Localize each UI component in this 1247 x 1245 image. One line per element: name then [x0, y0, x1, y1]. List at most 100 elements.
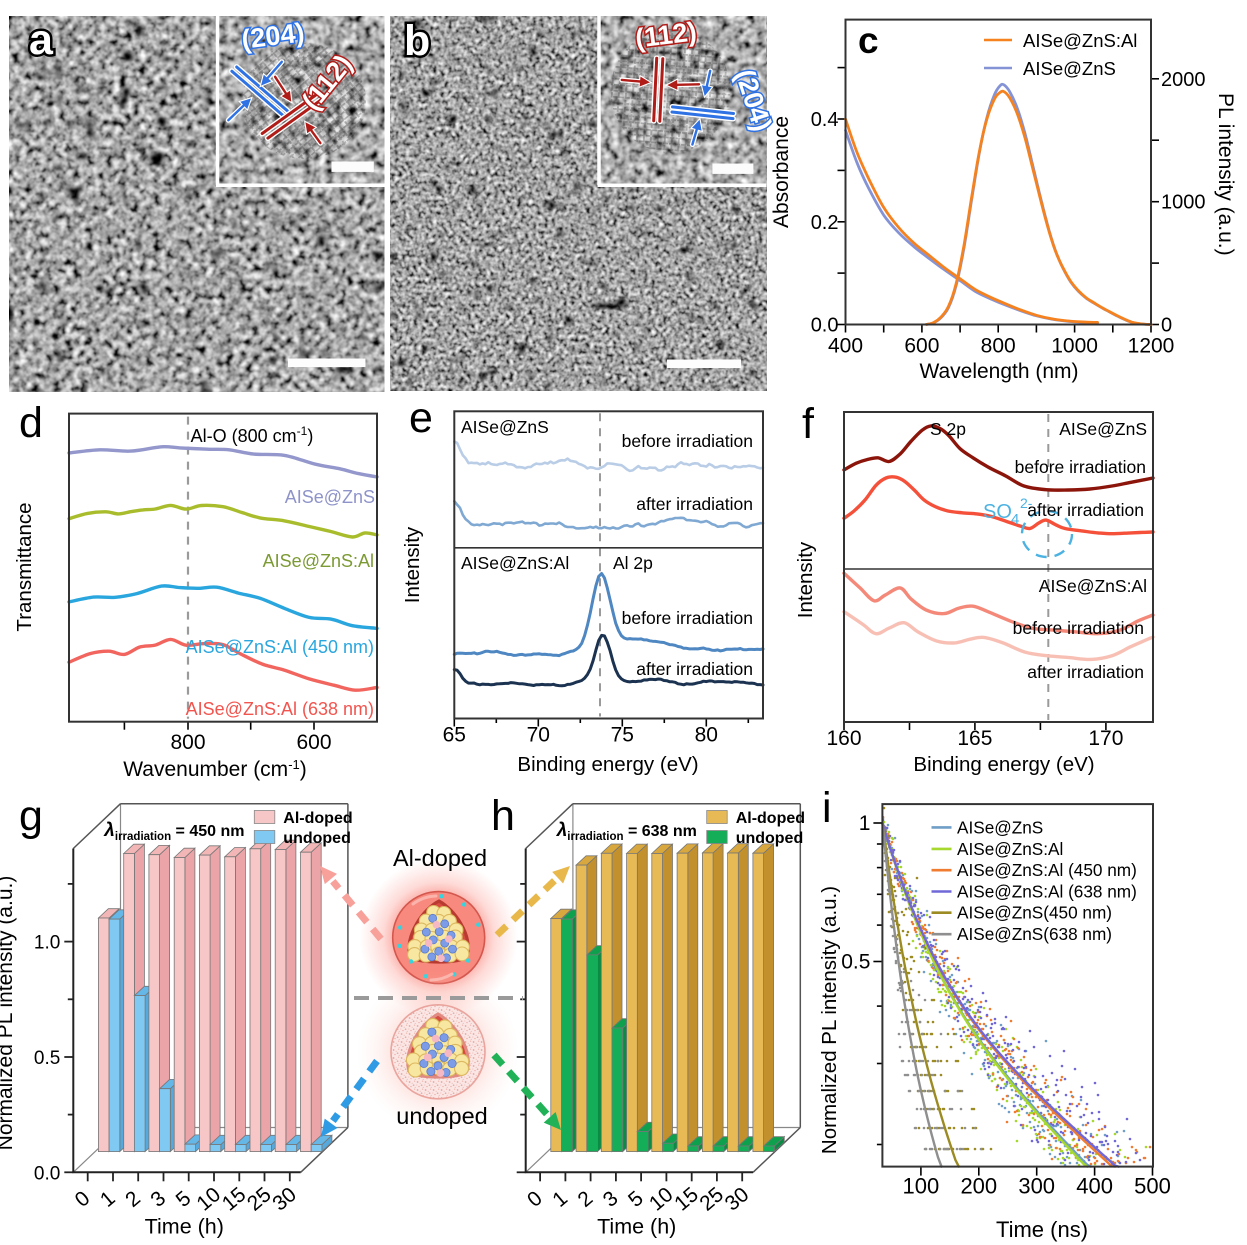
svg-text:AISe@ZnS:Al (450 nm): AISe@ZnS:Al (450 nm) — [186, 637, 374, 657]
svg-text:0.0: 0.0 — [811, 315, 839, 337]
svg-text:AISe@ZnS:Al: AISe@ZnS:Al — [461, 553, 569, 573]
svg-text:after irradiation: after irradiation — [1027, 500, 1144, 520]
svg-text:Al 2p: Al 2p — [613, 553, 653, 573]
svg-text:Al-doped: Al-doped — [283, 810, 352, 827]
svg-text:1: 1 — [96, 1187, 120, 1212]
svg-text:AISe@ZnS:Al: AISe@ZnS:Al — [957, 839, 1063, 859]
svg-text:2-: 2- — [1020, 495, 1033, 511]
svg-text:200: 200 — [960, 1174, 997, 1199]
svg-text:1000: 1000 — [1051, 335, 1098, 358]
svg-text:λirradiation = 638 nm: λirradiation = 638 nm — [556, 820, 697, 843]
svg-text:AISe@ZnS:Al (450 nm): AISe@ZnS:Al (450 nm) — [957, 860, 1137, 880]
svg-text:0: 0 — [1161, 315, 1172, 337]
svg-text:λirradiation = 450 nm: λirradiation = 450 nm — [103, 820, 244, 843]
svg-text:500: 500 — [1134, 1174, 1171, 1199]
svg-text:2: 2 — [574, 1187, 598, 1212]
svg-text:after irradiation: after irradiation — [1027, 662, 1144, 682]
svg-text:30: 30 — [721, 1183, 754, 1216]
svg-text:Intensity: Intensity — [794, 541, 817, 618]
svg-text:5: 5 — [172, 1187, 196, 1212]
svg-text:5: 5 — [624, 1187, 648, 1212]
svg-text:AISe@ZnS: AISe@ZnS — [285, 487, 375, 507]
svg-text:AISe@ZnS(638 nm): AISe@ZnS(638 nm) — [957, 924, 1112, 944]
svg-text:Wavelength (nm): Wavelength (nm) — [919, 360, 1078, 383]
svg-text:3: 3 — [146, 1187, 170, 1212]
svg-text:AISe@ZnS:Al: AISe@ZnS:Al — [1039, 576, 1147, 596]
svg-text:1.0: 1.0 — [34, 933, 60, 954]
svg-text:Absorbance: Absorbance — [770, 116, 793, 228]
svg-text:before irradiation: before irradiation — [1013, 618, 1144, 638]
svg-text:Normalized PL intensity (a.u.): Normalized PL intensity (a.u.) — [818, 886, 841, 1154]
svg-text:70: 70 — [527, 724, 550, 747]
svg-text:h: h — [491, 792, 515, 840]
svg-text:1: 1 — [548, 1187, 572, 1212]
svg-text:400: 400 — [1076, 1174, 1113, 1199]
svg-text:i: i — [822, 784, 832, 832]
svg-text:g: g — [19, 792, 43, 840]
svg-text:400: 400 — [828, 335, 863, 358]
svg-text:Al-doped: Al-doped — [393, 845, 487, 871]
svg-text:Al-O (800 cm-1): Al-O (800 cm-1) — [191, 424, 314, 446]
svg-text:Time (ns): Time (ns) — [996, 1217, 1088, 1242]
svg-text:AISe@ZnS: AISe@ZnS — [461, 417, 549, 437]
svg-text:Wavenumber (cm-1): Wavenumber (cm-1) — [123, 757, 307, 782]
svg-text:30: 30 — [268, 1183, 301, 1216]
svg-text:160: 160 — [826, 727, 861, 750]
svg-text:undoped: undoped — [736, 830, 804, 847]
svg-text:800: 800 — [981, 335, 1016, 358]
svg-text:100: 100 — [903, 1174, 940, 1199]
svg-text:0.0: 0.0 — [34, 1163, 60, 1184]
svg-text:AISe@ZnS(450 nm): AISe@ZnS(450 nm) — [957, 903, 1112, 923]
svg-text:f: f — [802, 400, 815, 448]
svg-text:600: 600 — [904, 335, 939, 358]
svg-text:0.2: 0.2 — [811, 212, 839, 234]
svg-text:after irradiation: after irradiation — [636, 494, 753, 514]
svg-text:Normalized PL intensity (a.u.): Normalized PL intensity (a.u.) — [0, 876, 17, 1151]
svg-text:(112): (112) — [634, 16, 699, 53]
svg-text:AISe@ZnS:Al (638 nm): AISe@ZnS:Al (638 nm) — [957, 882, 1137, 902]
svg-text:c: c — [858, 20, 879, 61]
svg-text:AISe@ZnS: AISe@ZnS — [1059, 419, 1147, 439]
svg-text:e: e — [409, 394, 433, 442]
svg-text:0.4: 0.4 — [811, 109, 839, 131]
svg-text:AISe@ZnS: AISe@ZnS — [1023, 58, 1116, 79]
svg-text:before irradiation: before irradiation — [622, 431, 753, 451]
svg-text:Intensity: Intensity — [401, 526, 424, 603]
svg-text:AISe@ZnS:Al: AISe@ZnS:Al — [1023, 30, 1137, 51]
svg-text:170: 170 — [1088, 727, 1123, 750]
svg-text:AISe@ZnS:Al (638 nm): AISe@ZnS:Al (638 nm) — [186, 699, 374, 719]
svg-text:a: a — [29, 16, 54, 64]
svg-text:before irradiation: before irradiation — [622, 608, 753, 628]
svg-text:2: 2 — [121, 1187, 145, 1212]
svg-text:80: 80 — [695, 724, 718, 747]
svg-text:0.5: 0.5 — [34, 1048, 60, 1069]
svg-text:Time (h): Time (h) — [597, 1214, 676, 1238]
svg-text:800: 800 — [170, 731, 205, 754]
svg-text:Binding energy (eV): Binding energy (eV) — [913, 753, 1094, 776]
svg-text:Time (h): Time (h) — [145, 1214, 224, 1238]
svg-text:65: 65 — [443, 724, 466, 747]
svg-text:SO: SO — [983, 501, 1012, 523]
svg-text:4: 4 — [1011, 511, 1019, 528]
svg-text:after irradiation: after irradiation — [636, 659, 753, 679]
svg-text:75: 75 — [611, 724, 634, 747]
svg-text:PL intensity (a.u.): PL intensity (a.u.) — [1214, 93, 1237, 256]
svg-text:600: 600 — [296, 731, 331, 754]
svg-text:0: 0 — [523, 1187, 547, 1212]
svg-text:S 2p: S 2p — [930, 419, 966, 439]
svg-text:300: 300 — [1018, 1174, 1055, 1199]
svg-text:1: 1 — [859, 812, 871, 835]
svg-text:Al-doped: Al-doped — [736, 810, 805, 827]
svg-text:undoped: undoped — [396, 1103, 488, 1129]
svg-text:3: 3 — [599, 1187, 623, 1212]
svg-text:AISe@ZnS:Al: AISe@ZnS:Al — [263, 551, 374, 571]
svg-text:Transmittance: Transmittance — [13, 502, 36, 631]
svg-text:b: b — [404, 17, 430, 65]
svg-text:2000: 2000 — [1161, 69, 1206, 91]
svg-text:0: 0 — [71, 1187, 95, 1212]
svg-text:d: d — [19, 399, 43, 447]
svg-text:undoped: undoped — [283, 830, 351, 847]
svg-text:Binding energy (eV): Binding energy (eV) — [517, 753, 698, 776]
svg-text:before irradiation: before irradiation — [1015, 457, 1146, 477]
svg-text:AISe@ZnS: AISe@ZnS — [957, 817, 1043, 837]
